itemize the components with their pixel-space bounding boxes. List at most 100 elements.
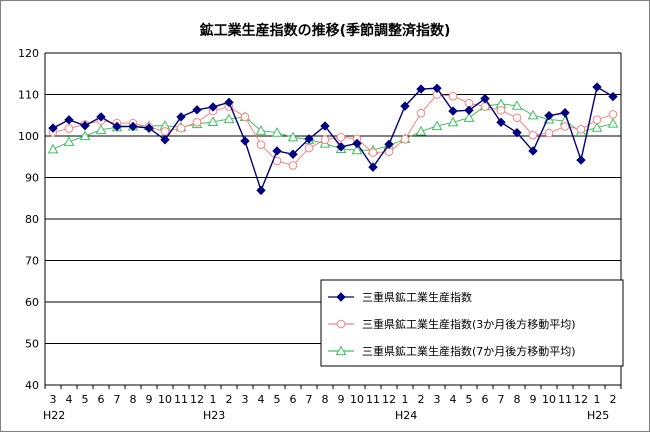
x-tick-label: 9 [338, 393, 345, 406]
x-tick-label: 12 [574, 393, 588, 406]
data-point [304, 143, 314, 153]
data-point [80, 120, 90, 131]
data-point [304, 134, 314, 144]
data-point [240, 112, 250, 122]
data-point [271, 127, 283, 137]
era-label: H22 [43, 409, 65, 422]
data-point [415, 125, 427, 136]
series-1 [48, 82, 618, 196]
x-tick-label: 1 [210, 393, 217, 406]
data-point [512, 127, 522, 138]
x-tick-label: 6 [482, 393, 489, 406]
data-point [336, 142, 346, 152]
era-label: H25 [587, 409, 609, 422]
data-point [160, 135, 170, 145]
y-tick-label: 90 [25, 172, 39, 185]
grid-lines [45, 52, 621, 386]
y-tick-label: 60 [25, 296, 39, 309]
data-point [287, 131, 299, 142]
x-tick-label: 10 [158, 393, 172, 406]
data-point [576, 155, 586, 165]
data-point [64, 124, 74, 133]
y-tick-label: 40 [25, 379, 39, 392]
data-point [207, 116, 219, 126]
legend-label: 三重県鉱工業生産指数 [362, 290, 472, 304]
data-point [64, 115, 74, 125]
x-tick-label: 7 [498, 393, 505, 406]
data-point [352, 138, 362, 149]
x-tick-label: 4 [66, 393, 73, 406]
data-point [128, 121, 138, 132]
x-tick-label: 10 [350, 393, 364, 406]
era-label: H24 [395, 409, 417, 422]
legend-label: 三重県鉱工業生産指数(7か月後方移動平均) [362, 344, 576, 358]
x-tick-label: 2 [226, 393, 233, 406]
x-tick-label: 10 [542, 393, 556, 406]
x-tick-label: 4 [258, 393, 265, 406]
legend-box [320, 279, 624, 367]
x-tick-label: 7 [306, 393, 313, 406]
data-point [608, 110, 618, 119]
x-tick-label: 12 [190, 393, 204, 406]
data-point [431, 120, 443, 131]
data-point [288, 149, 298, 159]
data-point [560, 122, 570, 131]
data-point [336, 132, 346, 142]
data-point [288, 161, 298, 170]
data-point [368, 162, 378, 172]
data-point [160, 127, 170, 136]
chart-title: 鉱工業生産指数の推移(季節調整済指数) [200, 22, 451, 39]
x-tick-label: 8 [130, 393, 137, 406]
data-point [416, 108, 426, 118]
x-tick-label: 4 [450, 393, 457, 406]
legend-label: 三重県鉱工業生産指数(3か月後方移動平均) [362, 317, 576, 331]
x-tick-label: 11 [558, 393, 572, 406]
legend-marker [336, 292, 346, 302]
x-tick-label: 11 [174, 393, 188, 406]
y-tick-label: 70 [25, 255, 39, 268]
data-point [592, 82, 602, 92]
data-point [576, 125, 586, 134]
data-point [447, 116, 459, 127]
x-tick-label: 1 [402, 393, 409, 406]
x-tick-label: 3 [242, 393, 249, 406]
data-point [192, 105, 202, 115]
data-point [192, 118, 202, 127]
x-tick-label: 7 [114, 393, 121, 406]
data-point [176, 123, 186, 133]
data-point [208, 102, 218, 112]
data-point [463, 112, 475, 122]
data-point [432, 83, 442, 93]
y-tick-label: 110 [18, 89, 39, 102]
data-point [368, 148, 378, 157]
data-point [320, 121, 330, 131]
data-point [400, 101, 410, 111]
data-point [223, 113, 235, 124]
data-point [464, 105, 474, 115]
data-point [527, 109, 539, 120]
x-tick-label: 9 [530, 393, 537, 406]
era-label: H23 [203, 409, 225, 422]
data-point [320, 135, 330, 145]
data-point [592, 115, 602, 125]
x-tick-label: 5 [274, 393, 281, 406]
data-point [560, 108, 570, 118]
data-point [544, 110, 554, 121]
data-point [448, 106, 458, 116]
x-tick-label: 8 [514, 393, 521, 406]
data-point [480, 102, 490, 111]
data-point [608, 91, 618, 102]
data-point [224, 97, 234, 108]
x-tick-label: 9 [146, 393, 153, 406]
y-tick-label: 100 [18, 130, 39, 143]
data-point [511, 100, 523, 110]
data-point [496, 117, 506, 128]
data-point [528, 146, 538, 156]
data-point [480, 93, 490, 104]
data-point [512, 113, 522, 123]
data-point [63, 136, 75, 146]
data-point [255, 125, 267, 135]
